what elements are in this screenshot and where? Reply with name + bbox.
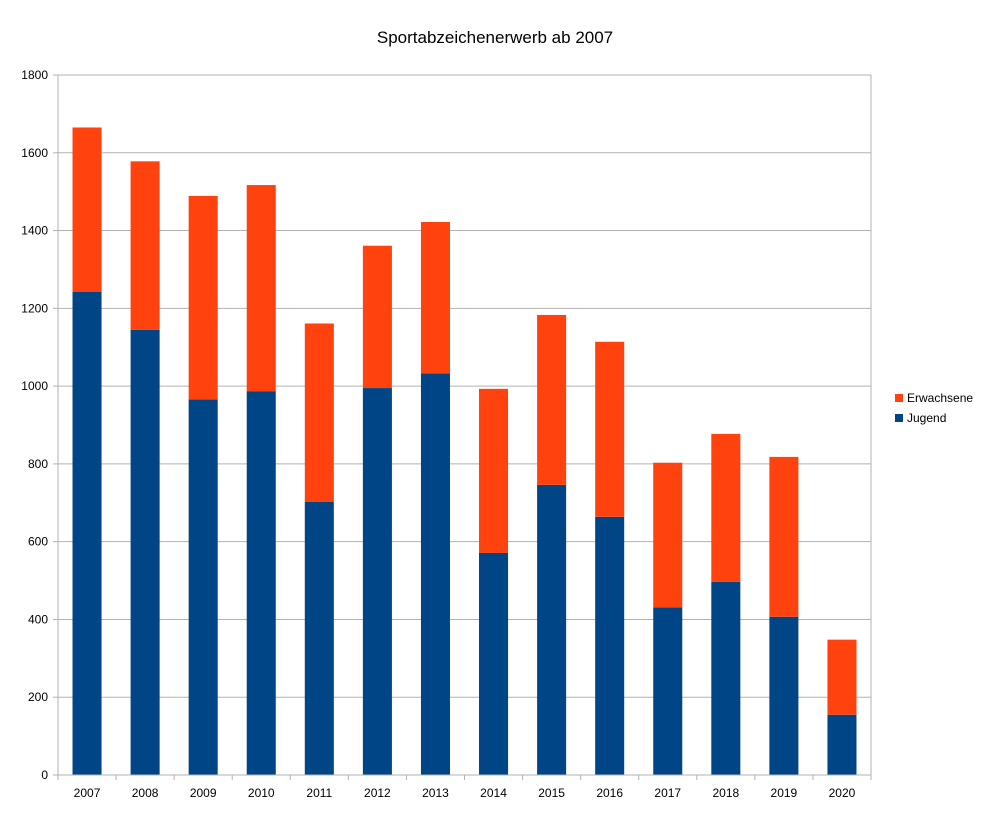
x-tick-label: 2007 [74, 786, 101, 800]
axes: 0 200 400 600 800 1000 1200 1400 1600 1800 2007 200… [21, 68, 872, 800]
legend: Erwachsene Jugend [895, 391, 973, 425]
chart-title: Sportabzeichenerwerb ab 2007 [377, 28, 613, 47]
bar-jugend-2009 [188, 399, 218, 775]
x-tick-label: 2014 [480, 786, 507, 800]
x-tick-label: 2016 [596, 786, 623, 800]
x-tick-label: 2012 [364, 786, 391, 800]
y-tick-label: 1200 [21, 301, 48, 315]
bar-jugend-2011 [304, 502, 334, 775]
bar-erwachsene-2013 [420, 222, 450, 374]
y-tick-label: 600 [28, 535, 48, 549]
legend-swatch-erwachsene [895, 394, 903, 402]
legend-label-erwachsene: Erwachsene [907, 391, 973, 405]
bar-erwachsene-2010 [246, 185, 276, 392]
legend-swatch-jugend [895, 414, 903, 422]
bar-erwachsene-2016 [595, 341, 625, 517]
bar-erwachsene-2011 [304, 323, 334, 502]
bar-erwachsene-2012 [362, 245, 392, 389]
bar-jugend-2008 [130, 329, 160, 775]
x-tick-label: 2011 [306, 786, 332, 800]
bar-jugend-2020 [827, 714, 857, 775]
bar-erwachsene-2014 [479, 388, 509, 553]
bar-jugend-2013 [420, 373, 450, 775]
y-tick-label: 200 [28, 690, 48, 704]
bar-jugend-2015 [537, 484, 567, 775]
x-tick-label: 2009 [190, 786, 217, 800]
bar-jugend-2018 [711, 581, 741, 775]
bar-jugend-2014 [479, 552, 509, 775]
y-tick-label: 800 [28, 457, 48, 471]
x-tick-label: 2018 [712, 786, 739, 800]
bar-erwachsene-2007 [72, 127, 102, 292]
bar-erwachsene-2009 [188, 195, 218, 400]
x-tick-label: 2010 [248, 786, 275, 800]
y-tick-label: 0 [41, 768, 48, 782]
bar-erwachsene-2008 [130, 161, 160, 330]
bar-erwachsene-2015 [537, 314, 567, 485]
bar-erwachsene-2020 [827, 639, 857, 715]
bar-jugend-2017 [653, 607, 683, 775]
legend-label-jugend: Jugend [907, 411, 946, 425]
bar-jugend-2007 [72, 292, 102, 775]
y-tick-label: 1600 [21, 146, 48, 160]
x-tick-label: 2015 [538, 786, 565, 800]
grid-lines [58, 74, 871, 776]
bar-erwachsene-2019 [769, 456, 799, 617]
bar-jugend-2010 [246, 391, 276, 775]
x-tick-label: 2019 [771, 786, 798, 800]
bar-jugend-2019 [769, 616, 799, 775]
bar-erwachsene-2017 [653, 462, 683, 608]
bars [72, 127, 857, 775]
x-tick-label: 2008 [132, 786, 159, 800]
bar-erwachsene-2018 [711, 433, 741, 582]
bar-jugend-2012 [362, 388, 392, 775]
x-tick-label: 2020 [829, 786, 856, 800]
y-tick-label: 1800 [21, 68, 48, 82]
x-tick-label: 2017 [654, 786, 681, 800]
y-tick-label: 1400 [21, 224, 48, 238]
bar-jugend-2016 [595, 516, 625, 775]
y-tick-label: 1000 [21, 379, 48, 393]
y-tick-label: 400 [28, 612, 48, 626]
x-tick-label: 2013 [422, 786, 449, 800]
